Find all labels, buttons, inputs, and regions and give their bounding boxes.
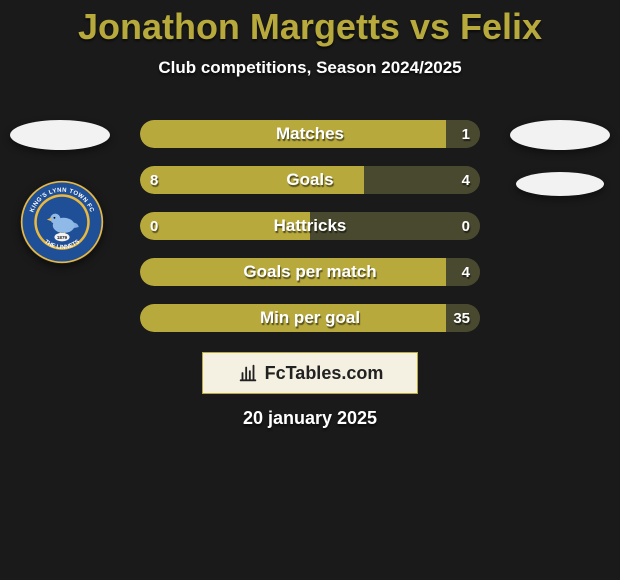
- subtitle: Club competitions, Season 2024/2025: [0, 58, 620, 78]
- brand-box: FcTables.com: [202, 352, 418, 394]
- bar-fill-left: [140, 120, 446, 148]
- bar-row: Goals84: [140, 166, 480, 194]
- brand-text: FcTables.com: [265, 363, 384, 384]
- avatar-left: [10, 120, 110, 150]
- svg-text:1879: 1879: [57, 235, 68, 240]
- comparison-bars: Matches1 Goals84 Hattricks00 Goals per matc…: [140, 120, 480, 350]
- club-crest-left: KING'S LYNN TOWN FC THE LINNETS 1879: [20, 180, 104, 264]
- avatar-right-2: [516, 172, 604, 196]
- svg-text:THE LINNETS: THE LINNETS: [43, 239, 81, 251]
- bar-fill-right: [446, 304, 480, 332]
- bar-fill-left: [140, 212, 310, 240]
- chart-icon: [237, 362, 259, 384]
- bar-fill-right: [446, 120, 480, 148]
- bar-fill-left: [140, 166, 364, 194]
- page-title: Jonathon Margetts vs Felix: [0, 0, 620, 48]
- bar-row: Matches1: [140, 120, 480, 148]
- bar-fill-right: [310, 212, 480, 240]
- svg-text:KING'S LYNN TOWN FC: KING'S LYNN TOWN FC: [29, 188, 94, 214]
- bar-row: Goals per match4: [140, 258, 480, 286]
- bar-fill-left: [140, 258, 446, 286]
- bar-row: Min per goal35: [140, 304, 480, 332]
- avatar-right: [510, 120, 610, 150]
- bar-row: Hattricks00: [140, 212, 480, 240]
- bar-fill-right: [446, 258, 480, 286]
- bar-fill-right: [364, 166, 480, 194]
- infographic: Jonathon Margetts vs Felix Club competit…: [0, 0, 620, 580]
- bar-fill-left: [140, 304, 446, 332]
- date-line: 20 january 2025: [0, 408, 620, 429]
